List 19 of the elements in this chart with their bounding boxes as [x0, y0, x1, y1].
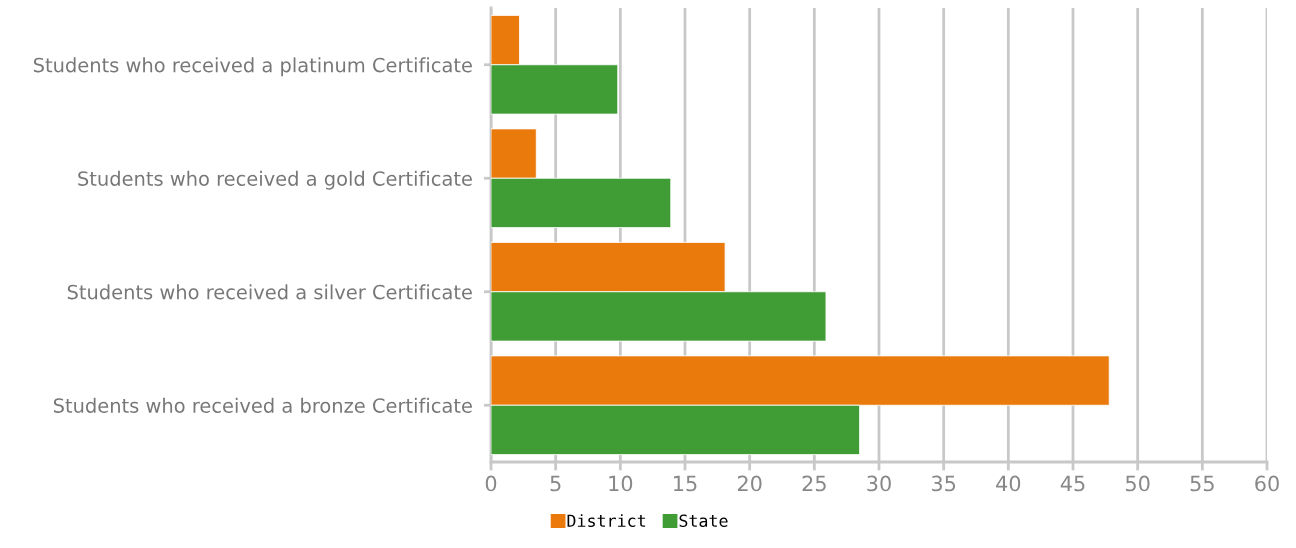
x-tick-label: 15 — [674, 475, 697, 492]
x-tick-label: 5 — [550, 475, 561, 492]
x-tick-label: 30 — [867, 475, 891, 492]
x-tick-label: 0 — [485, 475, 497, 492]
x-tick-label: 10 — [609, 475, 633, 492]
y-tick-label: Students who received a bronze Certificate — [53, 397, 472, 413]
y-tick-label: Students who received a gold Certificate — [78, 170, 472, 190]
x-tick-label: 45 — [1060, 475, 1085, 492]
x-tick-label: 50 — [1126, 475, 1150, 492]
y-tick-label: Students who received a silver Certificate — [67, 284, 472, 300]
x-tick-label: 20 — [737, 475, 762, 492]
x-tick-label: 60 — [1255, 475, 1279, 492]
x-tick-label: 25 — [802, 475, 826, 492]
legend-label: District — [567, 514, 646, 528]
x-tick-label: 35 — [932, 475, 956, 492]
x-tick-label: 40 — [996, 475, 1021, 492]
legend-label: State — [679, 514, 728, 528]
x-tick-label: 55 — [1190, 475, 1214, 492]
y-tick-label: Students who received a platinum Certificate — [33, 57, 472, 77]
